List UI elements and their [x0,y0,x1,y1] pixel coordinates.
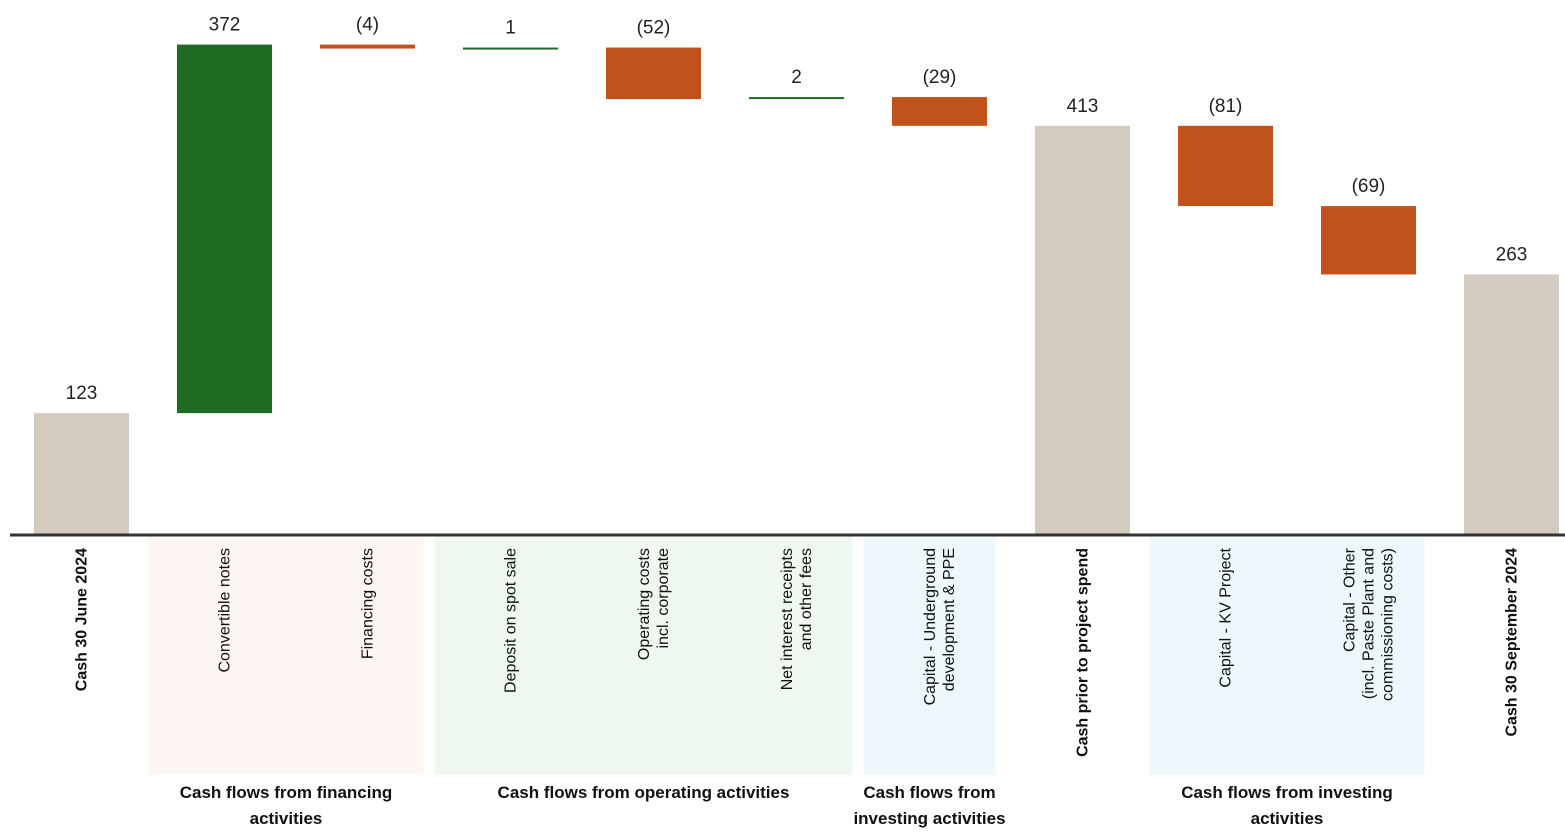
x-tick-label: Convertible notes [216,548,233,673]
group-label: Cash flows from operating activities [497,783,790,802]
value-label: 2 [791,67,802,88]
value-label: 263 [1496,244,1528,265]
bar [1035,125,1130,536]
x-tick-label: Capital - Other (incl. Paste Plant and c… [1341,548,1396,701]
bar [34,413,129,535]
x-tick-label: Capital - Underground development & PPE [921,548,958,706]
group-background [148,537,424,775]
value-label: (81) [1209,96,1243,117]
bar [749,97,844,100]
bar [892,97,987,126]
x-tick-label: Financing costs [359,548,376,660]
group-background [863,537,996,775]
value-label: (29) [923,67,957,88]
x-tick-label: Deposit on spot sale [502,548,519,693]
bar [177,44,272,414]
x-tick-label: Cash 30 June 2024 [73,548,90,692]
group-label: Cash flows from investing activities [853,783,1006,828]
value-label: 1 [505,18,516,39]
x-tick-label: Cash prior to project spend [1074,548,1091,757]
group-backgrounds [148,537,1425,775]
value-label: 413 [1067,96,1099,117]
value-label: 372 [209,15,241,36]
x-tick-label: Cash 30 September 2024 [1503,548,1520,737]
bar [320,44,415,49]
group-label: Cash flows from financing activities [179,783,393,828]
value-label: (4) [356,15,379,36]
group-background [434,537,853,775]
group-background [1149,537,1425,775]
x-tick-label: Operating costs incl. corporate [635,548,672,661]
value-label: (69) [1352,176,1386,197]
bar [1321,206,1416,275]
bar [463,47,558,50]
x-tick-label: Net interest receipts and other fees [778,548,815,691]
value-label: (52) [637,18,671,39]
value-label: 123 [66,383,98,404]
bar [606,47,701,100]
bar [1178,125,1273,207]
group-label: Cash flows from investing activities [1181,783,1393,828]
bar [1464,274,1559,535]
x-tick-label: Capital - KV Project [1217,548,1234,688]
